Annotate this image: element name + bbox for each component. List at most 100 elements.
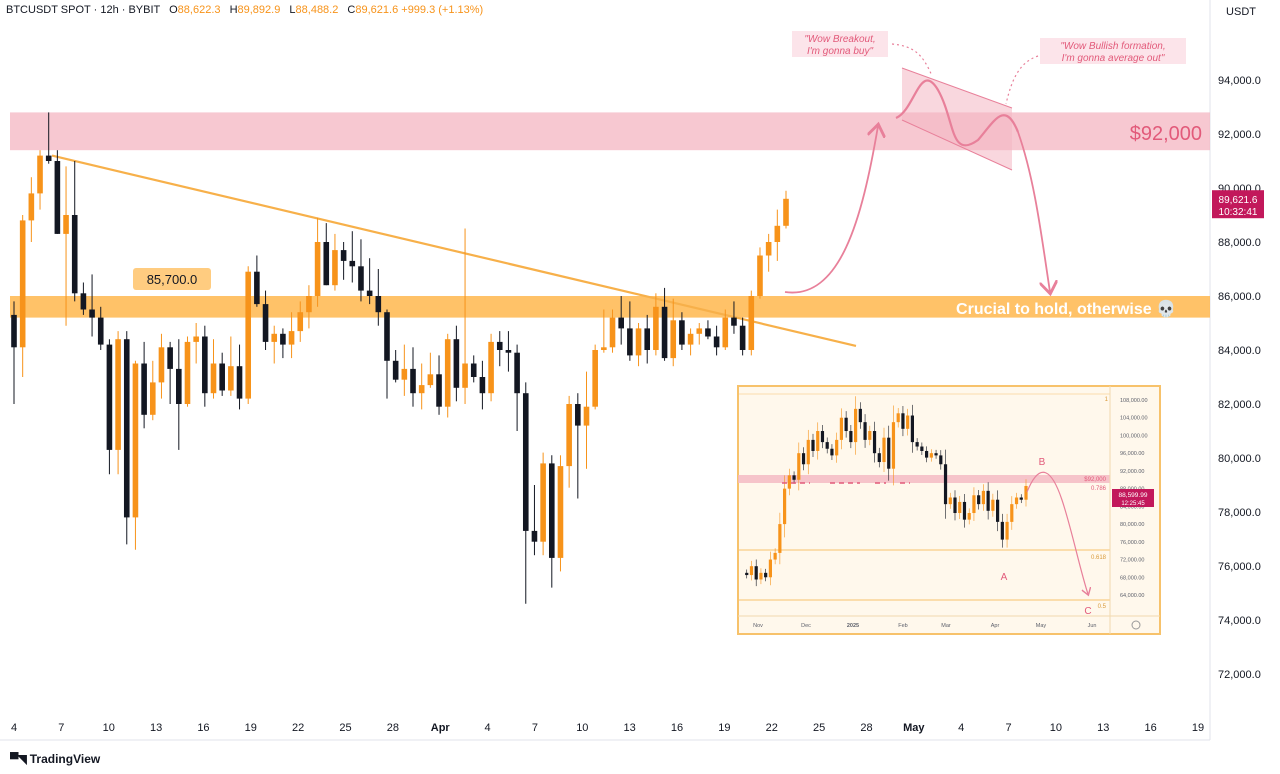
price-tick-label: 84,000.0	[1218, 345, 1261, 357]
candle-body	[713, 336, 720, 348]
tradingview-branding[interactable]: ▀◥ TradingView	[10, 752, 100, 766]
candle-body	[106, 344, 113, 450]
inset-candle-body	[854, 408, 858, 443]
candle-body	[37, 155, 43, 194]
breakout-arrow	[784, 126, 878, 294]
candle-body	[722, 317, 729, 348]
candle-body	[280, 333, 286, 345]
inset-candle-body	[882, 437, 886, 463]
inset-time-tick: Jun	[1088, 623, 1097, 629]
inset-price-tick: 108,000.00	[1120, 398, 1148, 404]
candle-body	[783, 198, 789, 226]
candle-body	[522, 393, 529, 531]
time-tick-label: 19	[245, 722, 257, 734]
candle-body	[71, 215, 78, 294]
inset-candle-body	[1010, 504, 1014, 522]
inset-candle-body	[939, 455, 943, 465]
inset-candle-body	[943, 464, 948, 505]
inset-candle-body	[773, 552, 777, 560]
candle-body	[54, 161, 61, 234]
time-tick-label: 16	[197, 722, 209, 734]
inset-candle-body	[925, 450, 929, 458]
candle-body	[653, 306, 659, 350]
inset-candle-body	[906, 415, 910, 429]
inset-price-tag: 88,599.99 12:25:45	[1112, 489, 1154, 507]
candle-body	[349, 260, 356, 267]
inset-price-tick: 72,000.00	[1120, 558, 1144, 564]
candle-body	[97, 317, 104, 345]
candle-body	[765, 242, 772, 256]
inset-candle-body	[962, 501, 967, 520]
symbol-legend: BTCUSDT SPOT · 12h · BYBIT O88,622.3 H89…	[6, 4, 483, 16]
time-tick-label: 13	[1097, 722, 1109, 734]
low-label: L	[289, 4, 296, 16]
inset-candle-body	[787, 475, 791, 489]
candle-body	[514, 352, 520, 394]
candle-body	[123, 339, 130, 518]
symbol-name: BTCUSDT SPOT · 12h · BYBIT	[6, 4, 161, 16]
inset-candle-body	[858, 408, 862, 423]
candle-body	[288, 331, 295, 345]
time-tick-label: 22	[292, 722, 304, 734]
time-tick-label: 22	[766, 722, 778, 734]
candle-body	[557, 466, 564, 558]
change-value: +999.3 (+1.13%)	[401, 4, 484, 16]
inset-time-tick: Mar	[941, 623, 951, 629]
inset-fib-618-label: 0.618	[1091, 555, 1107, 561]
time-tick-label: 10	[103, 722, 115, 734]
candle-body	[254, 271, 260, 305]
quote-average-line-1: "Wow Bullish formation,	[1060, 41, 1165, 52]
candle-body	[496, 341, 503, 350]
inset-candle-body	[967, 513, 971, 520]
time-tick-label: 7	[532, 722, 538, 734]
candle-body	[436, 374, 442, 407]
last-price-value: 89,621.6	[1219, 195, 1258, 206]
price-axis[interactable]: 72,000.0 74,000.0 76,000.0 78,000.0 80,000.0…	[1218, 75, 1261, 681]
inset-candle-body	[749, 566, 754, 576]
candle-body	[184, 341, 191, 404]
candle-body	[245, 271, 252, 399]
candle-body	[332, 250, 338, 286]
quote-2-pointer	[1005, 55, 1039, 105]
time-axis[interactable]: 4 7 10 13 16 19 22 25 28 Apr 4 7 10 13 16 19 22 25 28 May 4 7…	[11, 722, 1204, 734]
currency-unit[interactable]: USDT	[1226, 6, 1256, 18]
quote-breakout-line-1: "Wow Breakout,	[804, 34, 875, 45]
inset-candle-body	[1019, 497, 1023, 500]
inset-frame	[737, 385, 1161, 635]
inset-price-tick: 80,000.00	[1120, 522, 1144, 528]
inset-wave-b: B	[1039, 457, 1046, 468]
inset-candle-body	[977, 495, 981, 505]
candle-body	[158, 347, 165, 383]
time-tick-label: 4	[485, 722, 491, 734]
inset-candle-body	[811, 439, 815, 451]
candle-body	[696, 328, 703, 334]
candle-body	[63, 215, 69, 234]
inset-price-tick: 96,000.00	[1120, 451, 1144, 457]
candle-body	[228, 366, 234, 391]
candle-body	[306, 296, 312, 313]
quote-1-pointer	[891, 43, 933, 77]
price-tick-label: 76,000.0	[1218, 561, 1261, 573]
inset-candle-body	[958, 501, 962, 514]
quote-average-line-2: I'm gonna average out"	[1062, 53, 1165, 64]
inset-chart: 108,000.00 104,000.00 100,000.00 96,000.00 9…	[737, 385, 1161, 635]
candle-body	[115, 339, 121, 450]
inset-candle-body	[797, 453, 801, 480]
time-tick-label: 13	[150, 722, 162, 734]
price-tick-label: 78,000.0	[1218, 507, 1261, 519]
time-tick-label: 7	[1005, 722, 1011, 734]
candle-body	[28, 193, 35, 221]
crucial-hold-label: Crucial to hold, otherwise 💀	[956, 299, 1176, 318]
high-label: H	[229, 4, 238, 16]
inset-candle-body	[948, 497, 952, 505]
candle-countdown: 10:32:41	[1219, 207, 1258, 218]
level-label-85700: 85,700.0	[133, 268, 211, 290]
level-label-85700-text: 85,700.0	[147, 272, 198, 287]
inset-candle-body	[835, 439, 839, 456]
candle-body	[609, 317, 616, 348]
inset-candle-body	[1014, 497, 1019, 505]
candle-body	[384, 312, 390, 361]
candle-body	[488, 341, 494, 394]
inset-candle-body	[934, 453, 938, 456]
